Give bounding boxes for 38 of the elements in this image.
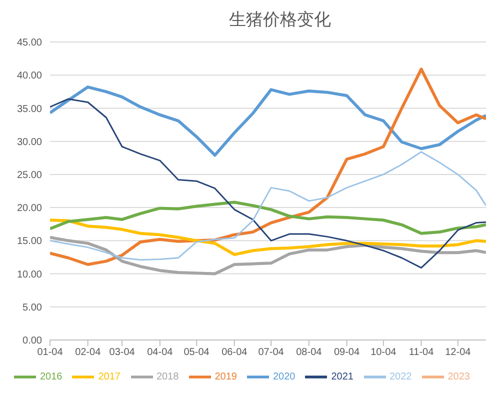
legend-label: 2022: [390, 372, 412, 383]
x-tick-label: 07-04: [258, 347, 284, 358]
line-series: [50, 218, 486, 256]
legend-label: 2017: [98, 372, 120, 383]
y-tick-label: 10.00: [16, 269, 42, 280]
y-tick-label: 15.00: [16, 236, 42, 248]
x-tick-label: 11-04: [408, 347, 434, 358]
y-tick-label: 40.00: [16, 70, 42, 82]
x-tick-label: 05-04: [184, 347, 210, 358]
line-series: [50, 200, 486, 235]
y-tick-label: 20.00: [16, 203, 42, 214]
x-tick-label: 01-04: [37, 347, 64, 358]
legend-label: 2016: [40, 372, 62, 383]
line-series: [50, 236, 486, 276]
y-tick-label: 30.00: [16, 136, 42, 148]
y-tick-label: 35.00: [16, 104, 42, 115]
x-tick-label: 10-04: [370, 347, 397, 358]
y-tick-label: 25.00: [16, 170, 42, 181]
x-tick-label: 03-04: [109, 347, 136, 358]
legend-label: 2021: [331, 372, 354, 383]
line-series: [50, 151, 486, 261]
line-series: [50, 98, 486, 269]
line-series: [50, 68, 486, 266]
x-tick-label: 08-04: [296, 347, 322, 358]
legend-label: 2020: [273, 372, 296, 383]
x-tick-label: 04-04: [147, 347, 174, 358]
chart-title: 生猪价格变化: [228, 9, 332, 31]
x-tick-label: 02-04: [75, 347, 102, 358]
y-tick-label: 5.00: [22, 302, 42, 314]
legend-label: 2019: [214, 372, 237, 383]
legend-label: 2018: [156, 372, 179, 383]
x-tick-label: 12-04: [445, 347, 472, 358]
y-tick-label: 45.00: [16, 38, 42, 49]
legend-label: 2023: [448, 372, 470, 383]
x-tick-label: 09-04: [334, 347, 360, 358]
line-series: [50, 86, 486, 157]
y-tick-label: 0.00: [22, 336, 42, 347]
x-tick-label: 06-04: [222, 347, 248, 358]
